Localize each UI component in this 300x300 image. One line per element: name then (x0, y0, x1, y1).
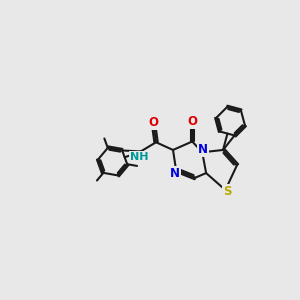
Text: N: N (170, 167, 180, 180)
Text: S: S (223, 185, 231, 198)
Text: O: O (187, 115, 197, 128)
Text: N: N (198, 143, 208, 156)
Text: O: O (148, 116, 158, 129)
Text: NH: NH (130, 152, 148, 162)
